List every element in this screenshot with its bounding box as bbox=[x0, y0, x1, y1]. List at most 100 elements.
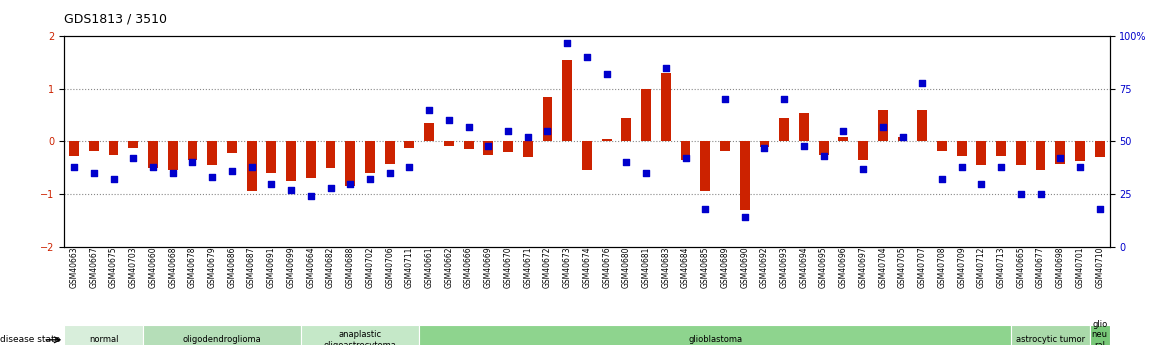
Text: GSM40696: GSM40696 bbox=[839, 247, 848, 288]
Text: GSM40689: GSM40689 bbox=[721, 247, 730, 288]
Point bbox=[401, 164, 419, 169]
Point bbox=[913, 80, 932, 85]
Text: GSM40685: GSM40685 bbox=[701, 247, 710, 288]
Point bbox=[932, 177, 951, 182]
Bar bbox=[917, 110, 927, 141]
Text: GSM40664: GSM40664 bbox=[306, 247, 315, 288]
Text: GSM40688: GSM40688 bbox=[346, 247, 355, 288]
Point bbox=[499, 128, 517, 134]
Point bbox=[361, 177, 380, 182]
Point bbox=[1071, 164, 1090, 169]
Bar bbox=[168, 141, 178, 170]
Bar bbox=[266, 141, 277, 173]
Point bbox=[716, 97, 735, 102]
Bar bbox=[404, 141, 415, 148]
Text: GSM40711: GSM40711 bbox=[405, 247, 413, 288]
Text: GSM40684: GSM40684 bbox=[681, 247, 690, 288]
Bar bbox=[89, 141, 99, 151]
Point bbox=[597, 71, 616, 77]
Point bbox=[281, 187, 300, 193]
Bar bbox=[444, 141, 454, 146]
Text: GSM40670: GSM40670 bbox=[503, 247, 513, 288]
Point bbox=[952, 164, 971, 169]
Bar bbox=[301, 325, 419, 345]
Text: GSM40708: GSM40708 bbox=[938, 247, 946, 288]
Point bbox=[637, 170, 655, 176]
Text: GSM40703: GSM40703 bbox=[128, 247, 138, 288]
Bar bbox=[681, 141, 690, 160]
Bar bbox=[839, 137, 848, 141]
Bar bbox=[582, 141, 592, 170]
Text: GSM40701: GSM40701 bbox=[1076, 247, 1085, 288]
Bar bbox=[128, 141, 138, 148]
Text: GSM40692: GSM40692 bbox=[760, 247, 769, 288]
Text: oligodendroglioma: oligodendroglioma bbox=[182, 335, 262, 344]
Text: GSM40702: GSM40702 bbox=[366, 247, 375, 288]
Point bbox=[656, 65, 675, 70]
Text: GSM40707: GSM40707 bbox=[918, 247, 926, 288]
Point bbox=[341, 181, 360, 186]
Point bbox=[1011, 191, 1030, 197]
Text: GSM40706: GSM40706 bbox=[385, 247, 394, 288]
Point bbox=[854, 166, 872, 171]
Bar bbox=[1094, 141, 1105, 157]
Text: disease state: disease state bbox=[0, 335, 61, 344]
Text: GSM40676: GSM40676 bbox=[603, 247, 611, 288]
Bar bbox=[326, 141, 335, 168]
Text: GSM40682: GSM40682 bbox=[326, 247, 335, 288]
Bar bbox=[286, 141, 296, 181]
Bar bbox=[384, 141, 395, 164]
Bar bbox=[858, 141, 868, 160]
Point bbox=[736, 215, 755, 220]
Text: GDS1813 / 3510: GDS1813 / 3510 bbox=[64, 13, 167, 26]
Point bbox=[84, 170, 103, 176]
Point bbox=[124, 156, 142, 161]
Bar bbox=[701, 141, 710, 191]
Text: GSM40704: GSM40704 bbox=[878, 247, 888, 288]
Bar bbox=[602, 139, 612, 141]
Bar bbox=[957, 141, 967, 156]
Point bbox=[1031, 191, 1050, 197]
Text: GSM40697: GSM40697 bbox=[858, 247, 868, 288]
Point bbox=[64, 164, 83, 169]
Text: GSM40693: GSM40693 bbox=[780, 247, 788, 288]
Bar bbox=[562, 60, 572, 141]
Text: GSM40660: GSM40660 bbox=[148, 247, 158, 288]
Point bbox=[183, 160, 202, 165]
Point bbox=[459, 124, 478, 129]
Text: GSM40661: GSM40661 bbox=[425, 247, 433, 288]
Text: GSM40662: GSM40662 bbox=[444, 247, 453, 288]
Point bbox=[894, 135, 912, 140]
Text: GSM40712: GSM40712 bbox=[976, 247, 986, 288]
Bar bbox=[207, 141, 217, 165]
Point bbox=[577, 55, 596, 60]
Point bbox=[774, 97, 793, 102]
Text: GSM40709: GSM40709 bbox=[957, 247, 966, 288]
Bar bbox=[1090, 325, 1110, 345]
Bar bbox=[1016, 141, 1026, 165]
Bar bbox=[819, 141, 828, 155]
Point bbox=[1091, 206, 1110, 211]
Point bbox=[834, 128, 853, 134]
Text: GSM40671: GSM40671 bbox=[523, 247, 533, 288]
Bar bbox=[523, 141, 533, 157]
Bar bbox=[1036, 141, 1045, 170]
Text: GSM40687: GSM40687 bbox=[248, 247, 256, 288]
Bar bbox=[739, 141, 750, 210]
Text: anaplastic
oligoastrocytoma: anaplastic oligoastrocytoma bbox=[324, 330, 396, 345]
Point bbox=[972, 181, 990, 186]
Text: GSM40710: GSM40710 bbox=[1096, 247, 1104, 288]
Point bbox=[164, 170, 182, 176]
Text: GSM40675: GSM40675 bbox=[109, 247, 118, 288]
Bar bbox=[246, 141, 257, 191]
Bar bbox=[144, 325, 301, 345]
Text: GSM40673: GSM40673 bbox=[563, 247, 571, 288]
Bar bbox=[661, 73, 670, 141]
Text: glioblastoma: glioblastoma bbox=[688, 335, 742, 344]
Point bbox=[419, 107, 438, 112]
Text: glio
neu
ral
neop: glio neu ral neop bbox=[1090, 320, 1111, 345]
Text: GSM40694: GSM40694 bbox=[799, 247, 808, 288]
Bar bbox=[779, 118, 790, 141]
Bar bbox=[759, 141, 770, 147]
Bar bbox=[306, 141, 315, 178]
